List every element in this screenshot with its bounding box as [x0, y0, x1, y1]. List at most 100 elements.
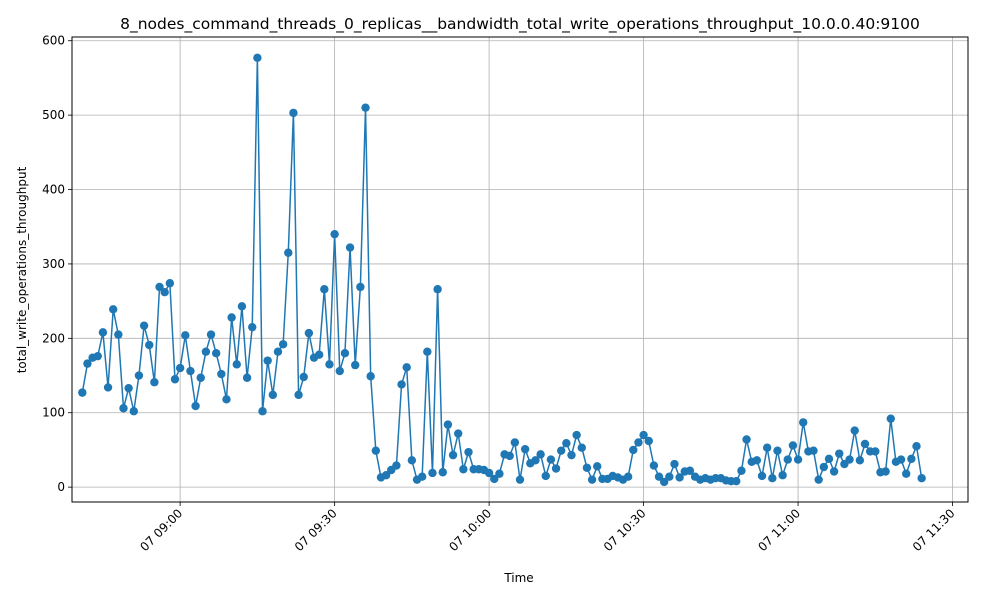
data-point [351, 360, 360, 370]
data-point [536, 450, 545, 459]
data-point [644, 436, 653, 446]
data-point [639, 430, 648, 440]
data-point [103, 383, 113, 392]
data-point [896, 455, 906, 464]
data-point [299, 372, 308, 382]
series-layer [78, 53, 926, 487]
data-point [654, 472, 664, 481]
data-point [659, 477, 669, 487]
data-point [248, 322, 257, 332]
data-point [541, 471, 550, 481]
data-point [268, 390, 278, 400]
data-point [294, 390, 303, 400]
plot-frame [71, 36, 969, 503]
data-point [907, 454, 916, 464]
data-point [788, 441, 798, 450]
data-point [392, 461, 401, 470]
data-point [809, 446, 818, 455]
data-point [356, 282, 365, 292]
data-point [484, 468, 494, 478]
data-point [685, 466, 695, 475]
data-point [114, 330, 123, 339]
chart-title: 8_nodes_command_threads_0_replicas__band… [120, 15, 920, 34]
data-point [593, 462, 602, 471]
data-point [917, 473, 926, 483]
data-point [304, 328, 314, 338]
data-point [407, 456, 417, 465]
y-tick-label: 600 [42, 34, 65, 48]
data-point [211, 349, 221, 358]
x-tick-label: 07 10:30 [601, 506, 649, 554]
data-point [83, 359, 92, 368]
data-point [402, 363, 411, 372]
data-point [520, 444, 530, 454]
data-point [433, 285, 442, 294]
data-point [551, 464, 561, 473]
data-point [217, 369, 226, 379]
data-point [371, 446, 381, 455]
data-point [124, 383, 133, 393]
x-tick-label: 07 10:00 [446, 506, 494, 554]
data-point [732, 476, 741, 486]
data-point [109, 305, 118, 314]
data-point [165, 279, 175, 288]
data-point [206, 330, 216, 339]
data-point [778, 471, 787, 480]
data-point [150, 378, 159, 387]
data-point [623, 472, 633, 481]
data-point [201, 347, 211, 356]
data-point [98, 328, 108, 337]
y-axis-ticks: 0 100 200 300 400 500 600 [42, 34, 72, 494]
y-axis-label: total_write_operations_throughput [15, 166, 29, 373]
x-tick-label: 07 11:30 [910, 506, 958, 554]
data-point [227, 313, 236, 322]
x-tick-label: 07 09:30 [292, 506, 340, 554]
data-point [871, 447, 880, 456]
data-point [531, 456, 540, 465]
data-point [139, 321, 149, 330]
data-point [320, 285, 329, 294]
data-point [284, 248, 293, 257]
data-point [335, 366, 344, 376]
data-point [902, 469, 911, 478]
data-point [397, 380, 406, 389]
data-point [222, 395, 231, 404]
y-tick-label: 100 [42, 406, 65, 420]
data-point [495, 469, 504, 478]
data-point [567, 450, 576, 460]
data-point [464, 447, 473, 457]
series-line [81, 57, 923, 483]
data-point [757, 471, 767, 481]
data-point [345, 243, 355, 252]
data-point [886, 414, 895, 423]
data-point [505, 451, 514, 461]
data-point [742, 435, 751, 444]
data-point [855, 456, 865, 465]
data-point [629, 445, 638, 455]
data-point [557, 446, 566, 455]
data-point [824, 454, 834, 464]
x-tick-label: 07 11:00 [755, 506, 803, 554]
y-tick-label: 0 [57, 480, 65, 494]
data-point [670, 459, 679, 469]
data-point [634, 438, 643, 447]
data-point [515, 475, 525, 484]
data-point [289, 108, 298, 118]
data-point [263, 356, 272, 365]
data-point [340, 349, 350, 358]
data-point [186, 366, 195, 376]
data-point [768, 473, 777, 483]
data-point [773, 446, 782, 455]
data-point [793, 455, 803, 464]
data-point [577, 443, 586, 452]
data-point [546, 455, 556, 464]
data-point [737, 466, 746, 475]
data-point [572, 430, 581, 440]
data-point [325, 360, 334, 369]
data-point [278, 340, 288, 349]
data-point [845, 455, 854, 464]
data-point [912, 442, 921, 451]
data-point [155, 282, 164, 292]
data-point [361, 103, 370, 112]
